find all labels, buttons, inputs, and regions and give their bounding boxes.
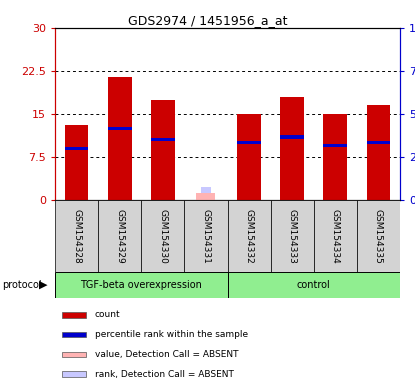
Bar: [357, 200, 400, 272]
Bar: [237, 114, 261, 200]
Text: GSM154329: GSM154329: [115, 209, 124, 263]
Bar: [62, 352, 86, 357]
Bar: [271, 200, 314, 272]
Text: percentile rank within the sample: percentile rank within the sample: [95, 330, 248, 339]
Bar: [227, 272, 400, 298]
Text: control: control: [297, 280, 331, 290]
Text: count: count: [95, 310, 120, 319]
Bar: [62, 371, 86, 377]
Bar: [366, 141, 390, 144]
Bar: [62, 332, 86, 338]
Bar: [280, 135, 304, 139]
Text: GSM154328: GSM154328: [72, 209, 81, 263]
Bar: [108, 77, 132, 200]
Bar: [108, 127, 132, 130]
Bar: [366, 105, 390, 200]
Bar: [55, 200, 98, 272]
Text: rank, Detection Call = ABSENT: rank, Detection Call = ABSENT: [95, 370, 234, 379]
Text: ▶: ▶: [39, 280, 47, 290]
Text: GSM154332: GSM154332: [244, 209, 254, 263]
Bar: [227, 200, 271, 272]
Bar: [323, 114, 347, 200]
Bar: [55, 272, 227, 298]
Bar: [323, 144, 347, 147]
Bar: [65, 126, 88, 200]
Text: GDS2974 / 1451956_a_at: GDS2974 / 1451956_a_at: [128, 14, 287, 27]
Bar: [151, 100, 175, 200]
Text: GSM154330: GSM154330: [158, 209, 167, 263]
Bar: [65, 147, 88, 150]
Bar: [314, 200, 357, 272]
Text: GSM154333: GSM154333: [288, 209, 297, 263]
Bar: [98, 200, 141, 272]
Text: GSM154334: GSM154334: [331, 209, 340, 263]
Bar: [196, 193, 215, 200]
Bar: [237, 141, 261, 144]
Text: GSM154335: GSM154335: [374, 209, 383, 263]
Bar: [62, 312, 86, 318]
Bar: [151, 138, 175, 141]
Text: GSM154331: GSM154331: [201, 209, 210, 263]
Text: TGF-beta overexpression: TGF-beta overexpression: [81, 280, 202, 290]
Bar: [280, 97, 304, 200]
Bar: [200, 187, 211, 193]
Bar: [184, 200, 227, 272]
Bar: [141, 200, 184, 272]
Text: value, Detection Call = ABSENT: value, Detection Call = ABSENT: [95, 350, 238, 359]
Text: protocol: protocol: [2, 280, 42, 290]
